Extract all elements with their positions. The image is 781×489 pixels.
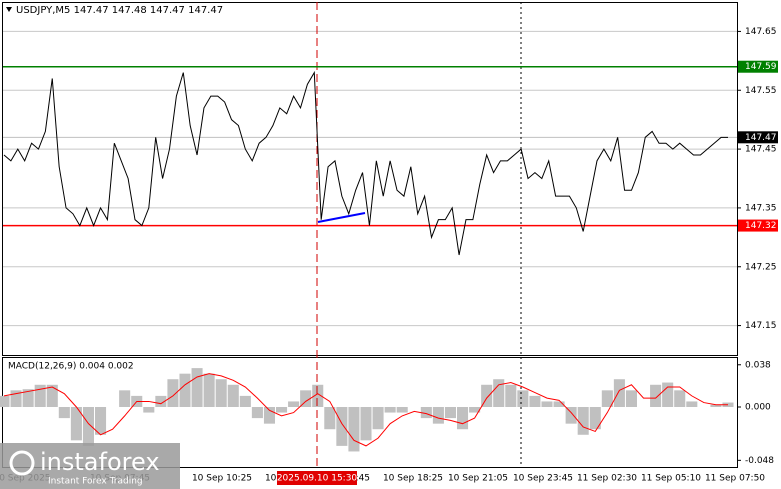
macd-bar [420,407,432,419]
x-tick-label: 10 Sep 21:05 [448,474,508,484]
macd-bar [432,407,444,424]
y-tick-label: 147.65 [745,27,777,37]
macd-bar [155,395,167,407]
macd-bar [384,407,396,413]
macd-bar [251,407,263,419]
macd-bar [553,401,565,407]
macd-bar [372,407,384,430]
macd-bar [263,407,275,424]
x-tick-label: 10 Sep 18:25 [383,474,443,484]
y-tick-label: 0.000 [745,403,771,413]
logo-icon [9,450,35,476]
macd-bar [34,384,46,407]
level-label: 147.32 [745,221,777,231]
title-arrow [6,7,12,12]
macd-bar [276,407,288,413]
y-tick-label: 147.25 [745,262,777,272]
price-line [3,70,728,256]
macd-bar [324,407,336,430]
macd-bar [143,407,155,413]
level-label-box [738,60,778,73]
chart-title: USDJPY,M5 147.47 147.48 147.47 147.47 [16,5,223,16]
macd-bar [227,384,239,407]
price-panel [2,2,738,356]
macd-bar [565,407,577,424]
macd-bar [457,407,469,430]
macd-bar [95,407,107,435]
macd-bar [360,407,372,441]
macd-title: MACD(12,26,9) 0.004 0.002 [8,362,134,372]
macd-bar [650,384,662,407]
logo-subtitle: Instant Forex Trading [48,477,143,487]
y-tick-label: -0.048 [745,456,774,466]
cursor-label-box [277,471,357,485]
x-tick-label: 10 Sep 23:45 [513,474,573,484]
level-label-box [738,219,778,232]
macd-bar [541,401,553,407]
macd-bar [710,404,722,407]
macd-bar [601,390,613,407]
macd-bar [662,382,674,407]
y-tick-label: 0.038 [745,360,771,370]
macd-bar [348,407,360,452]
y-tick-label: 147.55 [745,86,777,96]
macd-bar [396,407,408,413]
trend-line [317,212,366,223]
macd-bar [0,395,10,407]
macd-bar [203,373,215,407]
macd-bar [469,407,481,413]
macd-bar [58,407,70,419]
macd-bar [10,390,22,407]
macd-bar [505,384,517,407]
macd-bar [613,379,625,407]
macd-bar [493,379,505,407]
macd-bar [215,379,227,407]
macd-bar [529,395,541,407]
signal-line [3,373,728,447]
macd-bar [312,384,324,407]
macd-bar [444,407,456,419]
last-price-label: 147.47 [745,133,777,143]
y-tick-label: 147.35 [745,203,777,213]
macd-bar [167,379,179,407]
macd-bar [589,407,601,430]
macd-bar [625,390,637,407]
macd-bar [22,389,34,407]
macd-bar [674,390,686,407]
x-tick-label: 11 Sep 02:30 [577,474,637,484]
macd-bar [191,368,203,407]
x-tick-label: 10 Sep 10:25 [192,474,252,484]
macd-bar [517,390,529,407]
last-price-box [738,131,778,144]
level-label: 147.59 [745,62,777,72]
y-tick-label: 147.45 [745,145,777,155]
macd-bar [686,401,698,407]
macd-bar [577,407,589,435]
macd-bar [179,373,191,407]
x-tick-label: 11 Sep 05:10 [641,474,701,484]
macd-bar [70,407,82,441]
macd-bar [239,395,251,407]
macd-bar [481,384,493,407]
x-tick-label: 11 Sep 07:50 [705,474,765,484]
macd-bar [300,390,312,407]
cursor-label: 2025.09.10 15:30 [277,474,358,484]
y-tick-label: 147.15 [745,321,777,331]
macd-bar [119,390,131,407]
macd-bar [82,407,94,446]
macd-panel [2,357,738,468]
macd-bar [336,407,348,446]
logo-box [0,443,180,489]
macd-bar [288,401,300,407]
logo-title: instaforex [40,448,160,476]
macd-bar [46,384,58,407]
